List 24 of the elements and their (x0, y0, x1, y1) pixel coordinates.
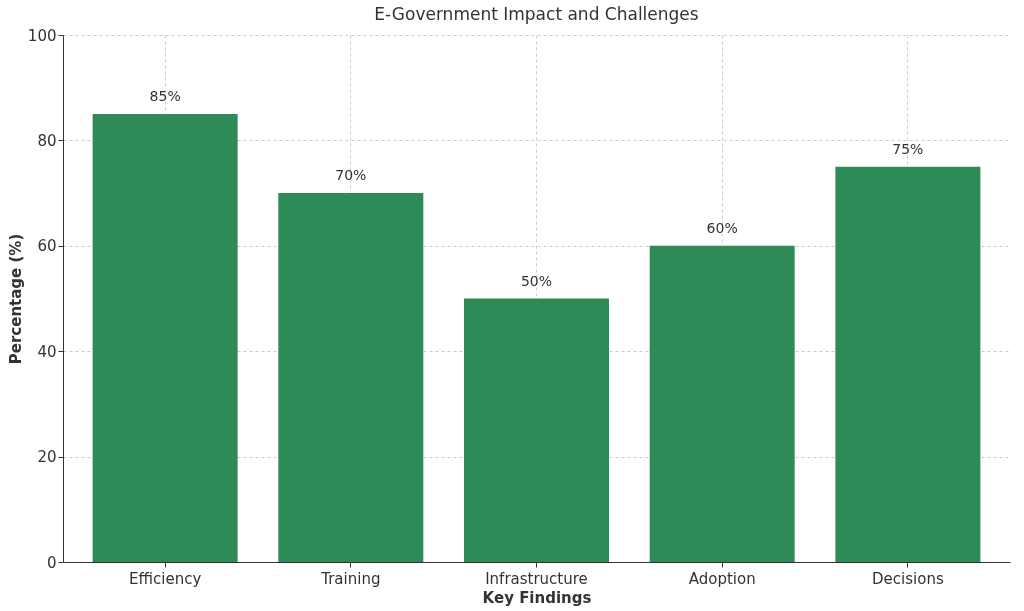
x-axis-title: Key Findings (482, 588, 592, 607)
chart-title: E-Government Impact and Challenges (374, 4, 699, 24)
y-tick-label: 40 (37, 342, 57, 361)
x-tick-label: Infrastructure (485, 569, 588, 588)
y-tick-label: 20 (37, 448, 57, 467)
bar (835, 166, 981, 562)
bar (649, 245, 795, 562)
y-tick-label: 0 (46, 553, 57, 572)
data-label: 50% (520, 272, 553, 289)
y-tick-label: 100 (27, 26, 57, 45)
x-tick-label: Efficiency (128, 569, 202, 588)
x-tick-label: Decisions (872, 569, 944, 588)
data-label: 75% (892, 140, 924, 157)
bar (92, 114, 238, 562)
data-label: 85% (149, 88, 181, 105)
y-tick-label: 60 (37, 237, 57, 256)
y-tick-label: 80 (37, 131, 57, 150)
bar (278, 193, 424, 562)
y-axis-title: Percentage (%) (6, 233, 25, 365)
data-label: 60% (706, 219, 738, 236)
x-tick-label: Training (320, 569, 381, 588)
data-label: 70% (335, 167, 367, 184)
x-tick-label: Adoption (688, 569, 756, 588)
bar (464, 298, 609, 562)
